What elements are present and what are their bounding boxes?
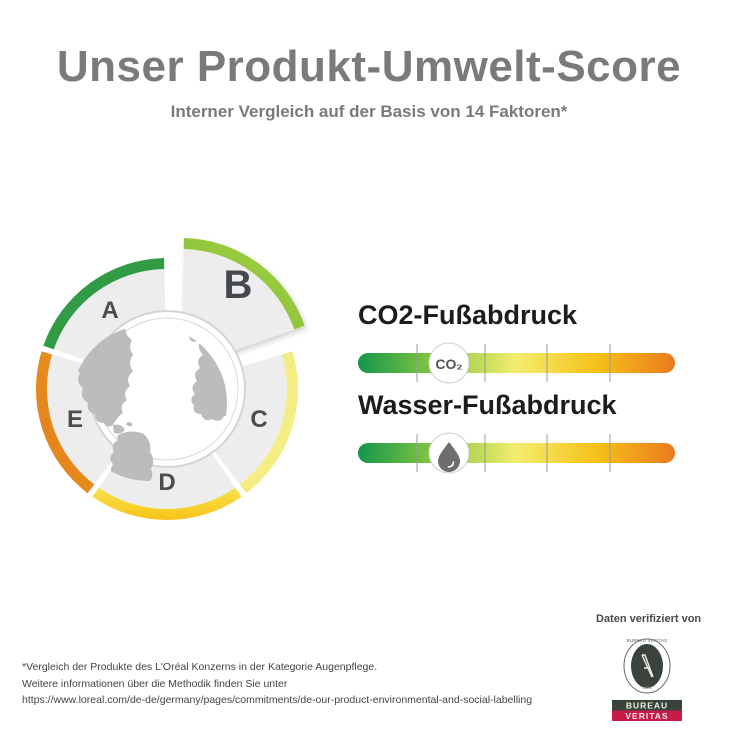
svg-text:BUREAU VERITAS: BUREAU VERITAS — [627, 638, 668, 643]
svg-text:VERITAS: VERITAS — [625, 711, 668, 721]
svg-text:BUREAU: BUREAU — [626, 701, 668, 711]
svg-text:1828: 1828 — [643, 685, 653, 690]
